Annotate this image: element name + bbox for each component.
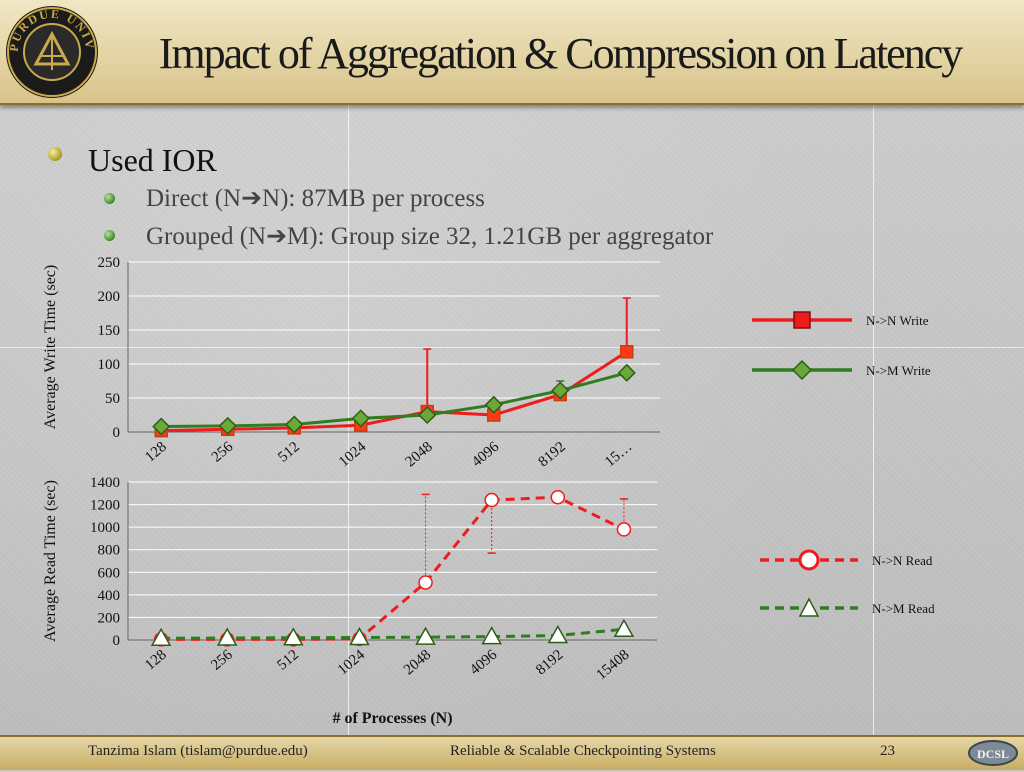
legend-marker xyxy=(793,311,811,329)
x-axis-label: # of Processes (N) xyxy=(332,710,452,727)
data-point xyxy=(481,626,502,645)
x-tick-label: 8192 xyxy=(533,647,566,679)
y-tick-label: 600 xyxy=(98,565,121,581)
legend-marker xyxy=(798,597,820,617)
slide-title: Impact of Aggregation & Compression on L… xyxy=(158,29,963,78)
series-line xyxy=(161,495,625,641)
data-point xyxy=(617,363,636,382)
y-tick-label: 150 xyxy=(98,323,121,339)
plot-area xyxy=(128,482,657,640)
data-point xyxy=(616,522,632,537)
bullet-icon xyxy=(104,193,115,204)
read-time-chart: 0 200 400 600 800 1000 1200 1400 128 256 512 1024 20… xyxy=(42,475,657,727)
legend-label: N->M Read xyxy=(872,601,935,616)
x-tick-label: 4096 xyxy=(467,646,501,678)
footer-author: Tanzima Islam (tislam@purdue.edu) xyxy=(88,743,308,759)
data-point xyxy=(484,395,503,414)
x-tick-label: 2048 xyxy=(403,439,436,471)
legend-label: N->N Write xyxy=(866,313,929,328)
data-point xyxy=(216,627,238,646)
bullet-sub-direct: Direct (N➔N): 87MB per process xyxy=(146,185,485,212)
purdue-logo: PURDUE UNIVERSITY xyxy=(0,0,100,100)
data-point xyxy=(415,626,436,645)
data-point xyxy=(620,345,634,359)
y-tick-label: 1200 xyxy=(90,498,120,514)
x-tick-label: 256 xyxy=(209,438,237,465)
series-line xyxy=(161,350,628,433)
y-tick-label: 800 xyxy=(98,543,121,559)
background-line xyxy=(0,347,1024,348)
data-point xyxy=(351,409,370,428)
y-tick-label: 50 xyxy=(105,391,120,407)
footer: Tanzima Islam (tislam@purdue.edu) Reliab… xyxy=(0,735,1024,770)
legend-marker xyxy=(798,549,820,571)
background-line xyxy=(873,103,874,735)
data-point xyxy=(218,416,237,435)
legend-marker xyxy=(791,359,813,381)
footer-subject: Reliable & Scalable Checkpointing System… xyxy=(450,743,716,759)
data-point xyxy=(550,489,566,505)
bullet-icon xyxy=(48,147,62,161)
y-axis-label: Average Write Time (sec) xyxy=(42,265,59,430)
x-tick-label: 2048 xyxy=(401,647,434,679)
x-tick-label: 128 xyxy=(142,647,170,674)
data-point xyxy=(349,626,370,646)
y-tick-label: 0 xyxy=(113,425,121,441)
y-tick-label: 1000 xyxy=(90,520,120,536)
data-point xyxy=(418,575,433,590)
x-tick-label: 1024 xyxy=(335,646,369,678)
data-point xyxy=(152,417,171,436)
x-tick-label: 15… xyxy=(602,439,635,471)
legend-label: N->N Read xyxy=(872,553,933,568)
title-bar: PURDUE UNIVERSITY Impact of Aggregation … xyxy=(0,0,1024,105)
data-point xyxy=(551,381,570,400)
data-point xyxy=(285,415,304,434)
data-point xyxy=(283,627,304,646)
y-tick-label: 1400 xyxy=(90,475,120,491)
bullet-sub-grouped: Grouped (N➔M): Group size 32, 1.21GB per… xyxy=(146,223,714,250)
svg-text:DCSL: DCSL xyxy=(977,747,1009,761)
dcsl-logo: DCSL xyxy=(966,739,1020,767)
x-tick-label: 1024 xyxy=(336,438,370,470)
series-line xyxy=(161,371,628,429)
data-point xyxy=(418,405,437,425)
x-tick-label: 15408 xyxy=(593,647,632,683)
data-point xyxy=(613,618,635,638)
x-tick-label: 4096 xyxy=(469,438,503,470)
x-tick-label: 128 xyxy=(142,439,170,466)
y-tick-label: 0 xyxy=(113,633,121,649)
legend-label: N->M Write xyxy=(866,363,931,378)
y-tick-label: 400 xyxy=(98,588,121,604)
data-point xyxy=(150,627,172,647)
bullet-main: Used IOR xyxy=(88,142,217,178)
y-tick-label: 200 xyxy=(98,289,121,305)
y-axis-label: Average Read Time (sec) xyxy=(42,480,59,642)
write-time-chart: 0 50 100 150 200 250 128 256 512 1024 2048 4096 8192… xyxy=(42,255,660,470)
y-tick-label: 100 xyxy=(98,357,121,373)
x-tick-label: 512 xyxy=(275,439,303,466)
data-point xyxy=(547,624,569,644)
page-number: 23 xyxy=(880,743,895,759)
x-tick-label: 8192 xyxy=(536,439,569,471)
bullet-icon xyxy=(104,230,115,241)
chart-legends: N->N Write N->M Write N->N Read N->M Read xyxy=(752,311,935,617)
y-tick-label: 200 xyxy=(98,610,121,626)
y-tick-label: 250 xyxy=(98,255,121,271)
x-tick-label: 256 xyxy=(208,646,236,673)
plot-area xyxy=(128,262,660,432)
x-tick-label: 512 xyxy=(274,647,302,674)
data-point xyxy=(484,492,499,508)
series-line xyxy=(161,627,625,640)
